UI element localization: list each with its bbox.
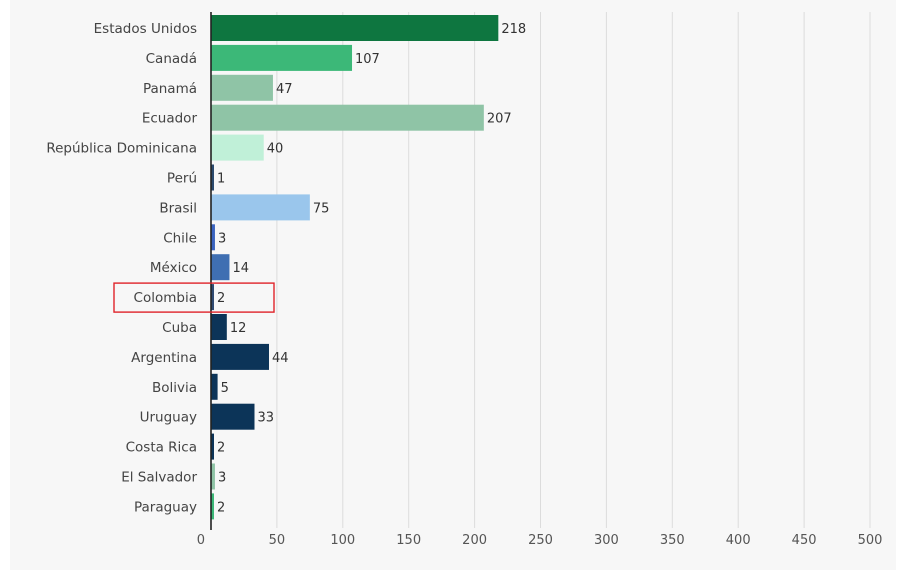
data-label: 44	[272, 351, 289, 366]
bar	[211, 74, 273, 101]
bar	[211, 224, 215, 251]
data-label: 1	[217, 172, 225, 187]
category-label: Cuba	[162, 320, 197, 336]
data-label: 75	[313, 201, 330, 216]
bar	[211, 433, 214, 460]
data-label: 14	[232, 261, 249, 276]
bar	[211, 284, 214, 311]
data-label: 3	[218, 231, 226, 246]
category-label: Brasil	[159, 200, 197, 216]
bar	[211, 403, 255, 430]
category-label: Costa Rica	[126, 440, 197, 456]
category-label: Estados Unidos	[94, 21, 197, 37]
category-label: El Salvador	[121, 470, 197, 486]
bar	[211, 463, 215, 490]
data-label: 107	[355, 52, 380, 67]
bar	[211, 194, 310, 221]
category-label: Uruguay	[140, 410, 197, 426]
category-label: México	[150, 260, 197, 276]
x-tick-label: 450	[792, 533, 817, 548]
category-label: Panamá	[143, 81, 197, 97]
data-label: 207	[487, 112, 512, 127]
category-label: Canadá	[146, 51, 197, 67]
data-label: 2	[217, 291, 225, 306]
x-tick-label: 500	[858, 533, 883, 548]
data-label: 2	[217, 500, 225, 515]
bar-chart: Estados Unidos Canadá Panamá Ecuador Repúbli…	[46, 12, 883, 548]
category-label: Paraguay	[134, 499, 197, 515]
category-labels: Estados Unidos Canadá Panamá Ecuador Repúbli…	[46, 21, 197, 515]
bar	[211, 104, 484, 131]
x-tick-label: 50	[269, 533, 286, 548]
category-label: República Dominicana	[46, 141, 197, 157]
value-labels: 218 107 47 207 40 1 75 3 14 2 12 44 5 33 2 3 2	[217, 22, 526, 515]
x-tick-label: 400	[726, 533, 751, 548]
x-axis-ticks: 0 50 100 150 200 250 300 350 400 450 500	[197, 533, 883, 548]
highlight-box-colombia	[113, 282, 275, 313]
category-label: Chile	[163, 230, 197, 246]
category-label: Ecuador	[142, 111, 198, 127]
category-label: Colombia	[134, 290, 197, 306]
data-label: 3	[218, 471, 226, 486]
x-tick-label: 200	[462, 533, 487, 548]
category-label: Argentina	[131, 350, 197, 366]
data-label: 33	[257, 411, 274, 426]
bar	[211, 343, 269, 370]
x-tick-label: 100	[330, 533, 355, 548]
x-tick-label: 150	[396, 533, 421, 548]
data-label: 40	[267, 142, 284, 157]
chart-card: Estados Unidos Canadá Panamá Ecuador Repúbli…	[10, 0, 896, 570]
x-tick-label: 0	[197, 533, 205, 548]
bar	[211, 134, 264, 161]
bar	[211, 254, 230, 281]
category-label: Bolivia	[152, 380, 197, 396]
bar	[211, 373, 218, 400]
data-label: 12	[230, 321, 247, 336]
data-label: 2	[217, 441, 225, 456]
bars	[211, 15, 499, 520]
x-tick-label: 300	[594, 533, 619, 548]
x-tick-label: 350	[660, 533, 685, 548]
category-label: Perú	[167, 171, 197, 187]
x-tick-label: 250	[528, 533, 553, 548]
data-label: 47	[276, 82, 293, 97]
bar	[211, 15, 499, 41]
bar	[211, 314, 227, 340]
bar	[211, 44, 353, 71]
bar	[211, 493, 214, 520]
data-label: 218	[501, 22, 526, 37]
bar	[211, 164, 214, 191]
grid-lines	[276, 12, 871, 528]
data-label: 5	[221, 381, 229, 396]
